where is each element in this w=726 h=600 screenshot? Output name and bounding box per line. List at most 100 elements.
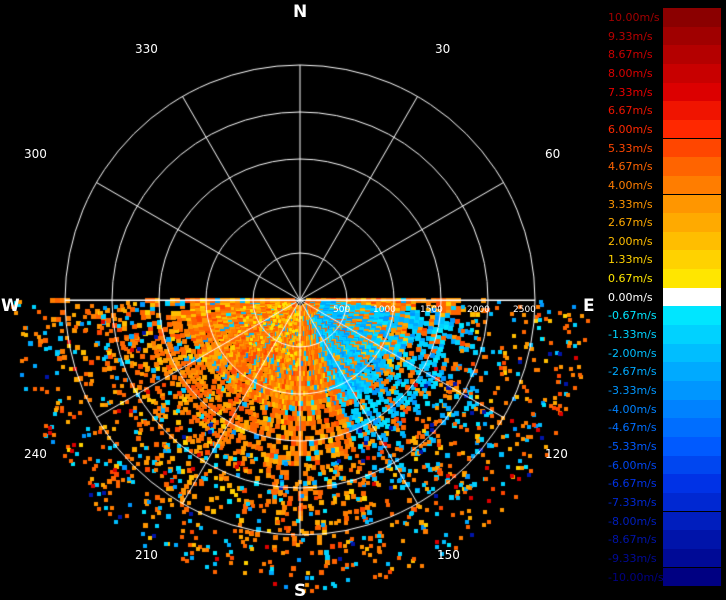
legend-label: -7.33m/s [608, 495, 657, 509]
legend-swatch [663, 157, 721, 176]
legend-swatch [663, 492, 721, 512]
legend-label: 2.67m/s [608, 216, 653, 230]
legend-label: -5.33m/s [608, 439, 657, 453]
legend-entry: -7.33m/s [605, 492, 723, 512]
range-label-2000: 2000 [467, 305, 490, 315]
legend-swatch [663, 119, 721, 139]
legend-label: 3.33m/s [608, 197, 653, 211]
legend-label: 2.00m/s [608, 234, 653, 248]
legend-swatch [663, 343, 721, 363]
south-label: S [294, 581, 307, 600]
legend-label: -2.67m/s [608, 365, 657, 379]
legend-swatch [663, 45, 721, 64]
bearing-330: 330 [135, 42, 158, 56]
legend-label: 4.00m/s [608, 178, 653, 192]
legend-label: 8.67m/s [608, 48, 653, 62]
legend-entry: 9.33m/s [605, 26, 723, 46]
legend-label: 0.67m/s [608, 272, 653, 286]
legend-label: -2.00m/s [608, 346, 657, 360]
legend-label: -8.00m/s [608, 514, 657, 528]
range-label-500: 500 [333, 305, 351, 315]
legend-entry: -9.33m/s [605, 548, 723, 568]
legend-label: -0.67m/s [608, 309, 657, 323]
legend-swatch [663, 511, 721, 531]
legend-swatch [663, 63, 721, 83]
north-label: N [293, 2, 308, 22]
west-label: W [1, 296, 20, 316]
legend-entry: 2.67m/s [605, 213, 723, 232]
legend-entry: 8.67m/s [605, 45, 723, 64]
legend-entry: -5.33m/s [605, 436, 723, 456]
legend-label: 8.00m/s [608, 66, 653, 80]
legend-swatch [663, 101, 721, 120]
legend-label: -6.67m/s [608, 477, 657, 491]
legend-entry: 2.00m/s [605, 231, 723, 251]
east-label: E [583, 296, 595, 316]
legend-entry: -4.67m/s [605, 418, 723, 437]
legend-swatch [663, 381, 721, 400]
legend-swatch [663, 8, 721, 27]
legend-entry: 0.67m/s [605, 269, 723, 288]
legend-swatch [663, 269, 721, 288]
legend-label: -10.00m/s [608, 570, 664, 584]
bearing-60: 60 [545, 147, 561, 161]
bearing-210: 210 [135, 548, 158, 562]
range-label-2500: 2500 [513, 305, 536, 315]
legend-entry: 0.00m/s [605, 287, 723, 307]
legend-swatch [663, 26, 721, 46]
legend-swatch [663, 362, 721, 381]
legend-swatch [663, 175, 721, 195]
legend-entry: -0.67m/s [605, 306, 723, 325]
legend-entry: 6.00m/s [605, 119, 723, 139]
legend-entry: 5.33m/s [605, 138, 723, 158]
legend-label: 10.00m/s [608, 11, 660, 24]
legend-entry: 10.00m/s [605, 8, 723, 27]
legend-swatch [663, 213, 721, 232]
legend-entry: -4.00m/s [605, 399, 723, 419]
legend-label: -6.00m/s [608, 458, 657, 472]
range-label-1500: 1500 [420, 305, 443, 315]
legend-swatch [663, 231, 721, 251]
legend-swatch [663, 399, 721, 419]
polar-velocity-plot[interactable] [0, 0, 600, 600]
legend-swatch [663, 418, 721, 437]
legend-swatch [663, 530, 721, 549]
legend-entry: 4.67m/s [605, 157, 723, 176]
legend-label: 9.33m/s [608, 29, 653, 43]
legend-entry: -8.00m/s [605, 511, 723, 531]
range-label-1000: 1000 [373, 305, 396, 315]
legend-swatch [663, 455, 721, 475]
legend-entry: -6.00m/s [605, 455, 723, 475]
velocity-color-legend: 10.00m/s 9.33m/s 8.67m/s 8.00m/s 7.33m/s 6.67… [605, 8, 723, 590]
legend-label: -9.33m/s [608, 551, 657, 565]
legend-entry: -3.33m/s [605, 381, 723, 400]
legend-swatch [663, 82, 721, 102]
legend-entry: -1.33m/s [605, 325, 723, 344]
legend-label: -4.00m/s [608, 402, 657, 416]
bearing-300: 300 [24, 147, 47, 161]
legend-label: 6.00m/s [608, 122, 653, 136]
legend-entry: -2.67m/s [605, 362, 723, 381]
legend-label: 7.33m/s [608, 85, 653, 99]
bearing-240: 240 [24, 447, 47, 461]
legend-label: 6.67m/s [608, 104, 653, 118]
legend-entry: -6.67m/s [605, 474, 723, 493]
legend-label: -4.67m/s [608, 421, 657, 435]
bearing-150: 150 [437, 548, 460, 562]
bearing-120: 120 [545, 447, 568, 461]
legend-swatch [663, 548, 721, 568]
legend-label: 0.00m/s [608, 290, 653, 304]
legend-label: 5.33m/s [608, 141, 653, 155]
legend-label: -1.33m/s [608, 328, 657, 342]
legend-label: -8.67m/s [608, 533, 657, 547]
legend-swatch [663, 567, 721, 587]
legend-swatch [663, 306, 721, 325]
legend-swatch [663, 194, 721, 214]
legend-entry: -10.00m/s [605, 567, 723, 587]
legend-swatch [663, 436, 721, 456]
bearing-30: 30 [435, 42, 451, 56]
legend-swatch [663, 250, 721, 270]
legend-entry: 8.00m/s [605, 63, 723, 83]
legend-entry: 1.33m/s [605, 250, 723, 270]
